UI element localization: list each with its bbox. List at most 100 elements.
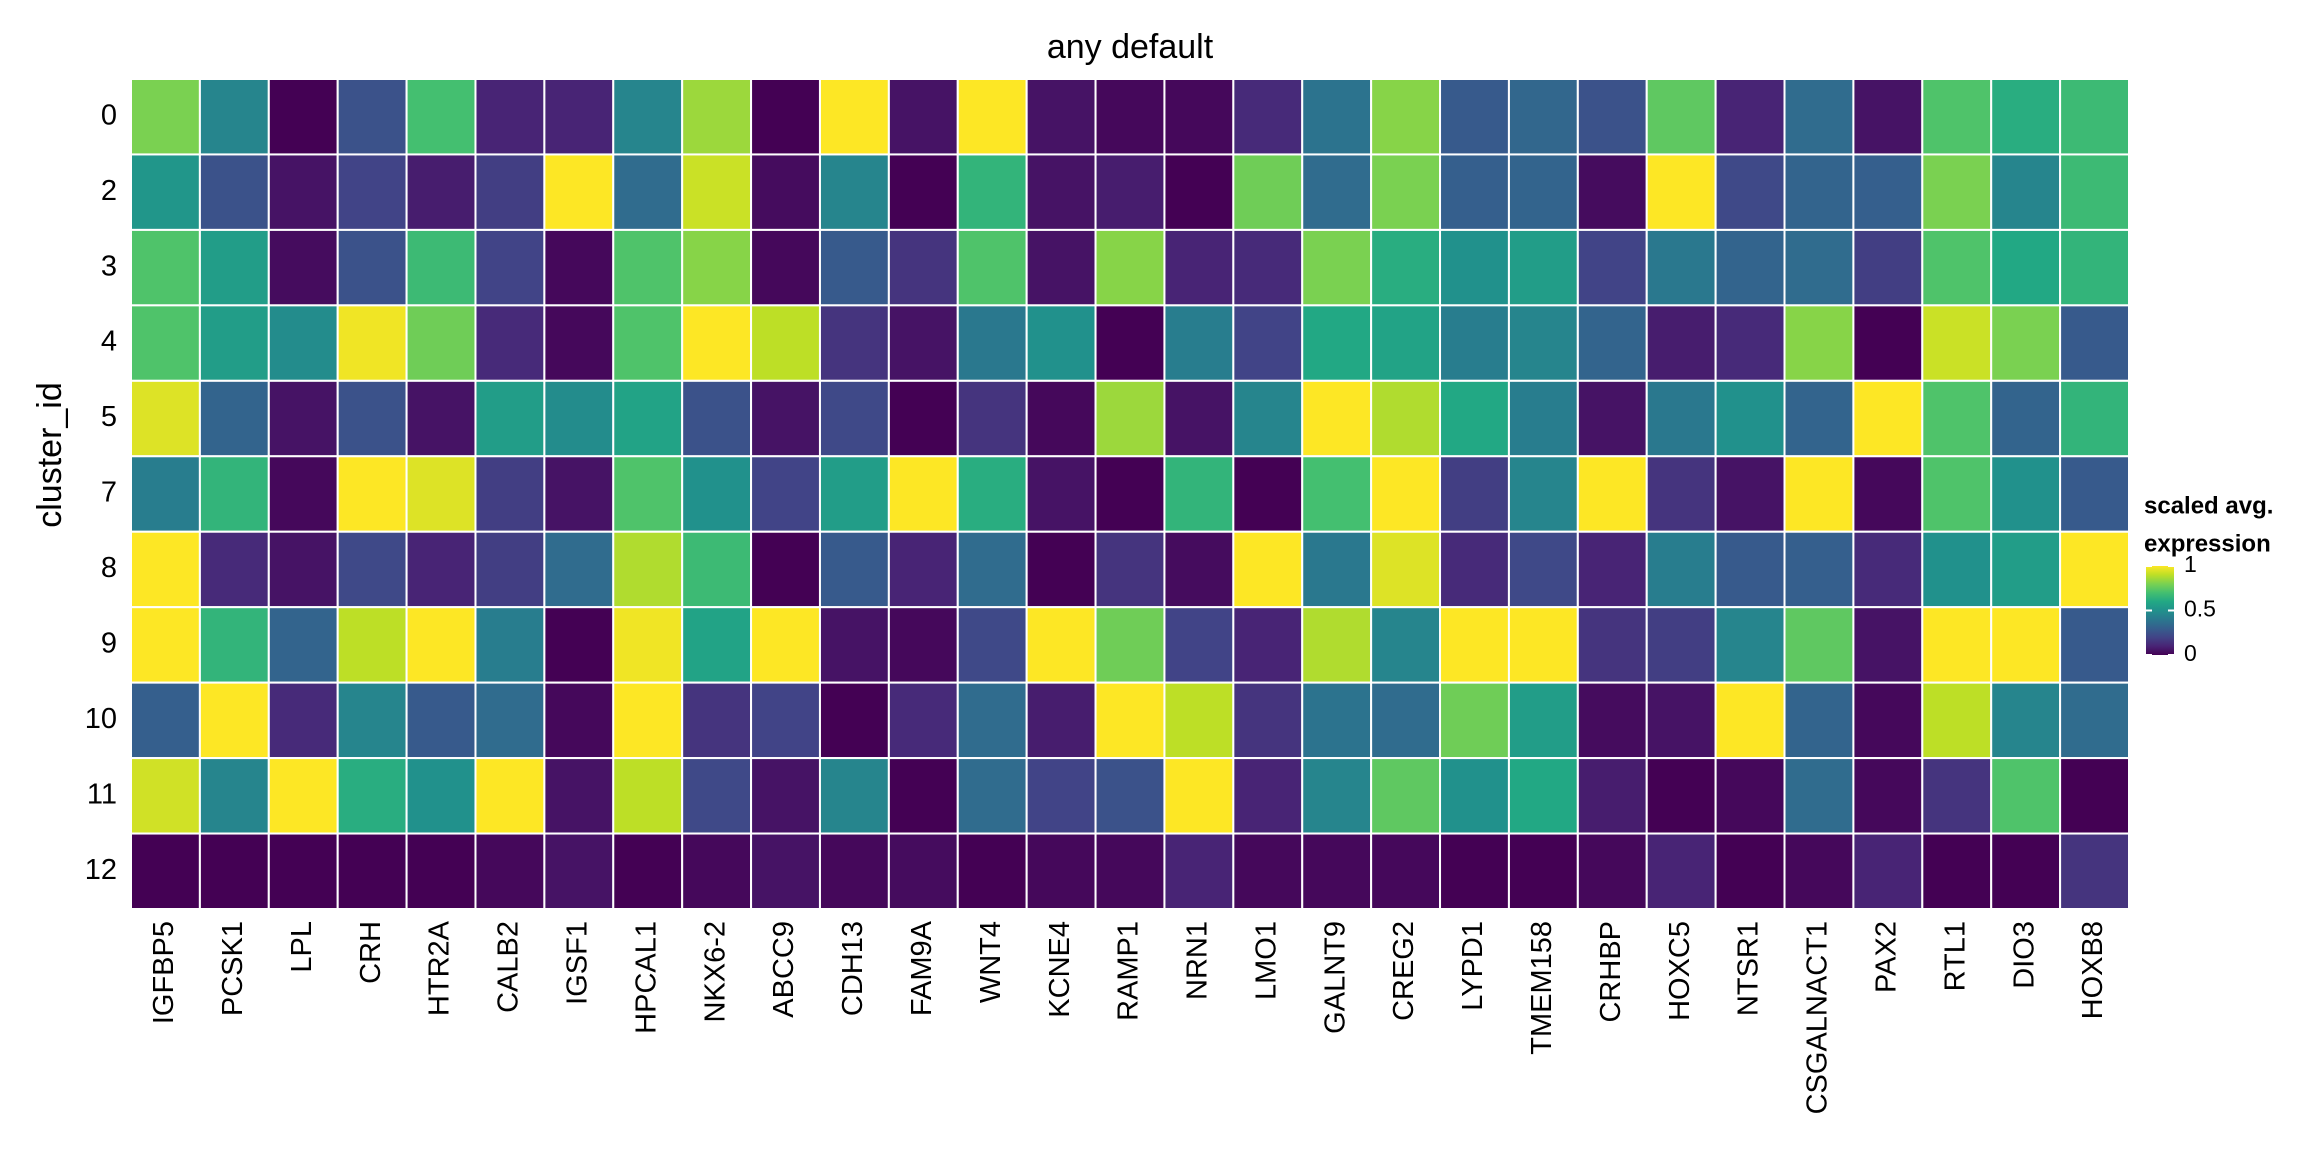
heatmap-cell	[887, 304, 959, 382]
heatmap-cell	[405, 530, 477, 609]
heatmap-cell	[1921, 78, 1993, 156]
heatmap-cell	[405, 379, 477, 458]
heatmap-cell	[130, 228, 201, 307]
heatmap-cell	[1507, 757, 1579, 835]
heatmap-cell	[474, 379, 546, 458]
heatmap-cell	[1576, 304, 1648, 382]
heatmap-cell	[1852, 530, 1924, 609]
heatmap-cell	[198, 832, 270, 911]
heatmap-cell	[1094, 681, 1166, 760]
heatmap-cell	[1301, 681, 1373, 760]
heatmap-cell	[1645, 681, 1717, 760]
heatmap-cell	[267, 832, 339, 911]
legend-title: expression	[2144, 530, 2271, 557]
heatmap-cell	[750, 304, 821, 382]
heatmap-cell	[1370, 757, 1442, 835]
heatmap-cell	[1507, 228, 1579, 307]
heatmap-cell	[887, 455, 959, 533]
heatmap-cell	[887, 832, 959, 911]
heatmap-cell	[681, 78, 753, 156]
heatmap-cell	[543, 455, 615, 533]
heatmap-cell	[1921, 228, 1993, 307]
heatmap-cell	[956, 757, 1028, 835]
heatmap-cell	[887, 153, 959, 231]
heatmap-cell	[1714, 530, 1786, 609]
heatmap-cell	[1576, 228, 1648, 307]
heatmap-cell	[1645, 78, 1717, 156]
heatmap-cell	[612, 681, 684, 760]
x-tick-label: KCNE4	[1044, 921, 1076, 1018]
heatmap-cell	[474, 530, 546, 609]
heatmap-cell	[1576, 606, 1648, 684]
heatmap-cell	[336, 681, 408, 760]
heatmap-cell	[405, 606, 477, 684]
heatmap-cell	[2059, 379, 2131, 458]
heatmap-cell	[750, 832, 821, 911]
heatmap-cell	[612, 832, 684, 911]
heatmap-cell	[405, 78, 477, 156]
heatmap-cell	[956, 530, 1028, 609]
y-tick-label: 0	[101, 99, 117, 131]
heatmap-cell	[1025, 757, 1097, 835]
heatmap-cell	[1163, 681, 1235, 760]
heatmap-cell	[1025, 228, 1097, 307]
heatmap-cell	[1025, 832, 1097, 911]
heatmap-cell	[1714, 681, 1786, 760]
x-tick-label: HPCAL1	[630, 921, 662, 1034]
heatmap-cell	[543, 153, 615, 231]
heatmap-cell	[818, 606, 890, 684]
y-tick-label: 7	[101, 477, 117, 509]
heatmap-cell	[681, 832, 753, 911]
x-tick-label: LMO1	[1250, 921, 1282, 1000]
heatmap-cell	[1163, 228, 1235, 307]
heatmap-cell	[956, 455, 1028, 533]
heatmap-cell	[1163, 78, 1235, 156]
heatmap-cell	[1439, 304, 1510, 382]
heatmap-cell	[1783, 78, 1855, 156]
heatmap-cell	[336, 832, 408, 911]
heatmap-cell	[1025, 304, 1097, 382]
x-tick-label: RAMP1	[1113, 921, 1145, 1021]
heatmap-cell	[1990, 757, 2062, 835]
heatmap-cell	[336, 78, 408, 156]
heatmap-cell	[1507, 455, 1579, 533]
heatmap-cell	[336, 757, 408, 835]
heatmap-cell	[1852, 153, 1924, 231]
heatmap-cell	[1301, 153, 1373, 231]
heatmap-cell	[1645, 757, 1717, 835]
heatmap-cell	[1301, 455, 1373, 533]
heatmap-cell	[887, 530, 959, 609]
heatmap-cell	[1370, 530, 1442, 609]
heatmap-cell	[474, 304, 546, 382]
y-tick-label: 3	[101, 250, 117, 282]
heatmap-cell	[198, 757, 270, 835]
heatmap-cell	[681, 757, 753, 835]
heatmap-cell	[543, 379, 615, 458]
x-tick-label: IGFBP5	[148, 921, 180, 1024]
heatmap-cell	[1232, 681, 1304, 760]
heatmap-cell	[1439, 757, 1510, 835]
x-tick-label: WNT4	[975, 921, 1007, 1003]
heatmap-cell	[1783, 304, 1855, 382]
heatmap-cell	[1301, 379, 1373, 458]
x-tick-label: RTL1	[1939, 921, 1971, 991]
heatmap-cell	[1094, 606, 1166, 684]
heatmap-cell	[1714, 757, 1786, 835]
heatmap-cell	[1232, 455, 1304, 533]
heatmap-cell	[1576, 757, 1648, 835]
heatmap-cell	[267, 304, 339, 382]
heatmap-cell	[267, 228, 339, 307]
heatmap-cell	[1232, 606, 1304, 684]
heatmap-cell	[405, 455, 477, 533]
heatmap-cell	[2059, 681, 2131, 760]
heatmap-cell	[612, 78, 684, 156]
heatmap-cell	[405, 832, 477, 911]
heatmap-cell	[543, 530, 615, 609]
heatmap-cell	[2059, 832, 2131, 911]
x-tick-label: PCSK1	[217, 921, 249, 1016]
heatmap-cell	[1714, 304, 1786, 382]
heatmap-cell	[130, 606, 201, 684]
heatmap-cell	[336, 228, 408, 307]
heatmap-cell	[2059, 304, 2131, 382]
heatmap-cell	[474, 78, 546, 156]
